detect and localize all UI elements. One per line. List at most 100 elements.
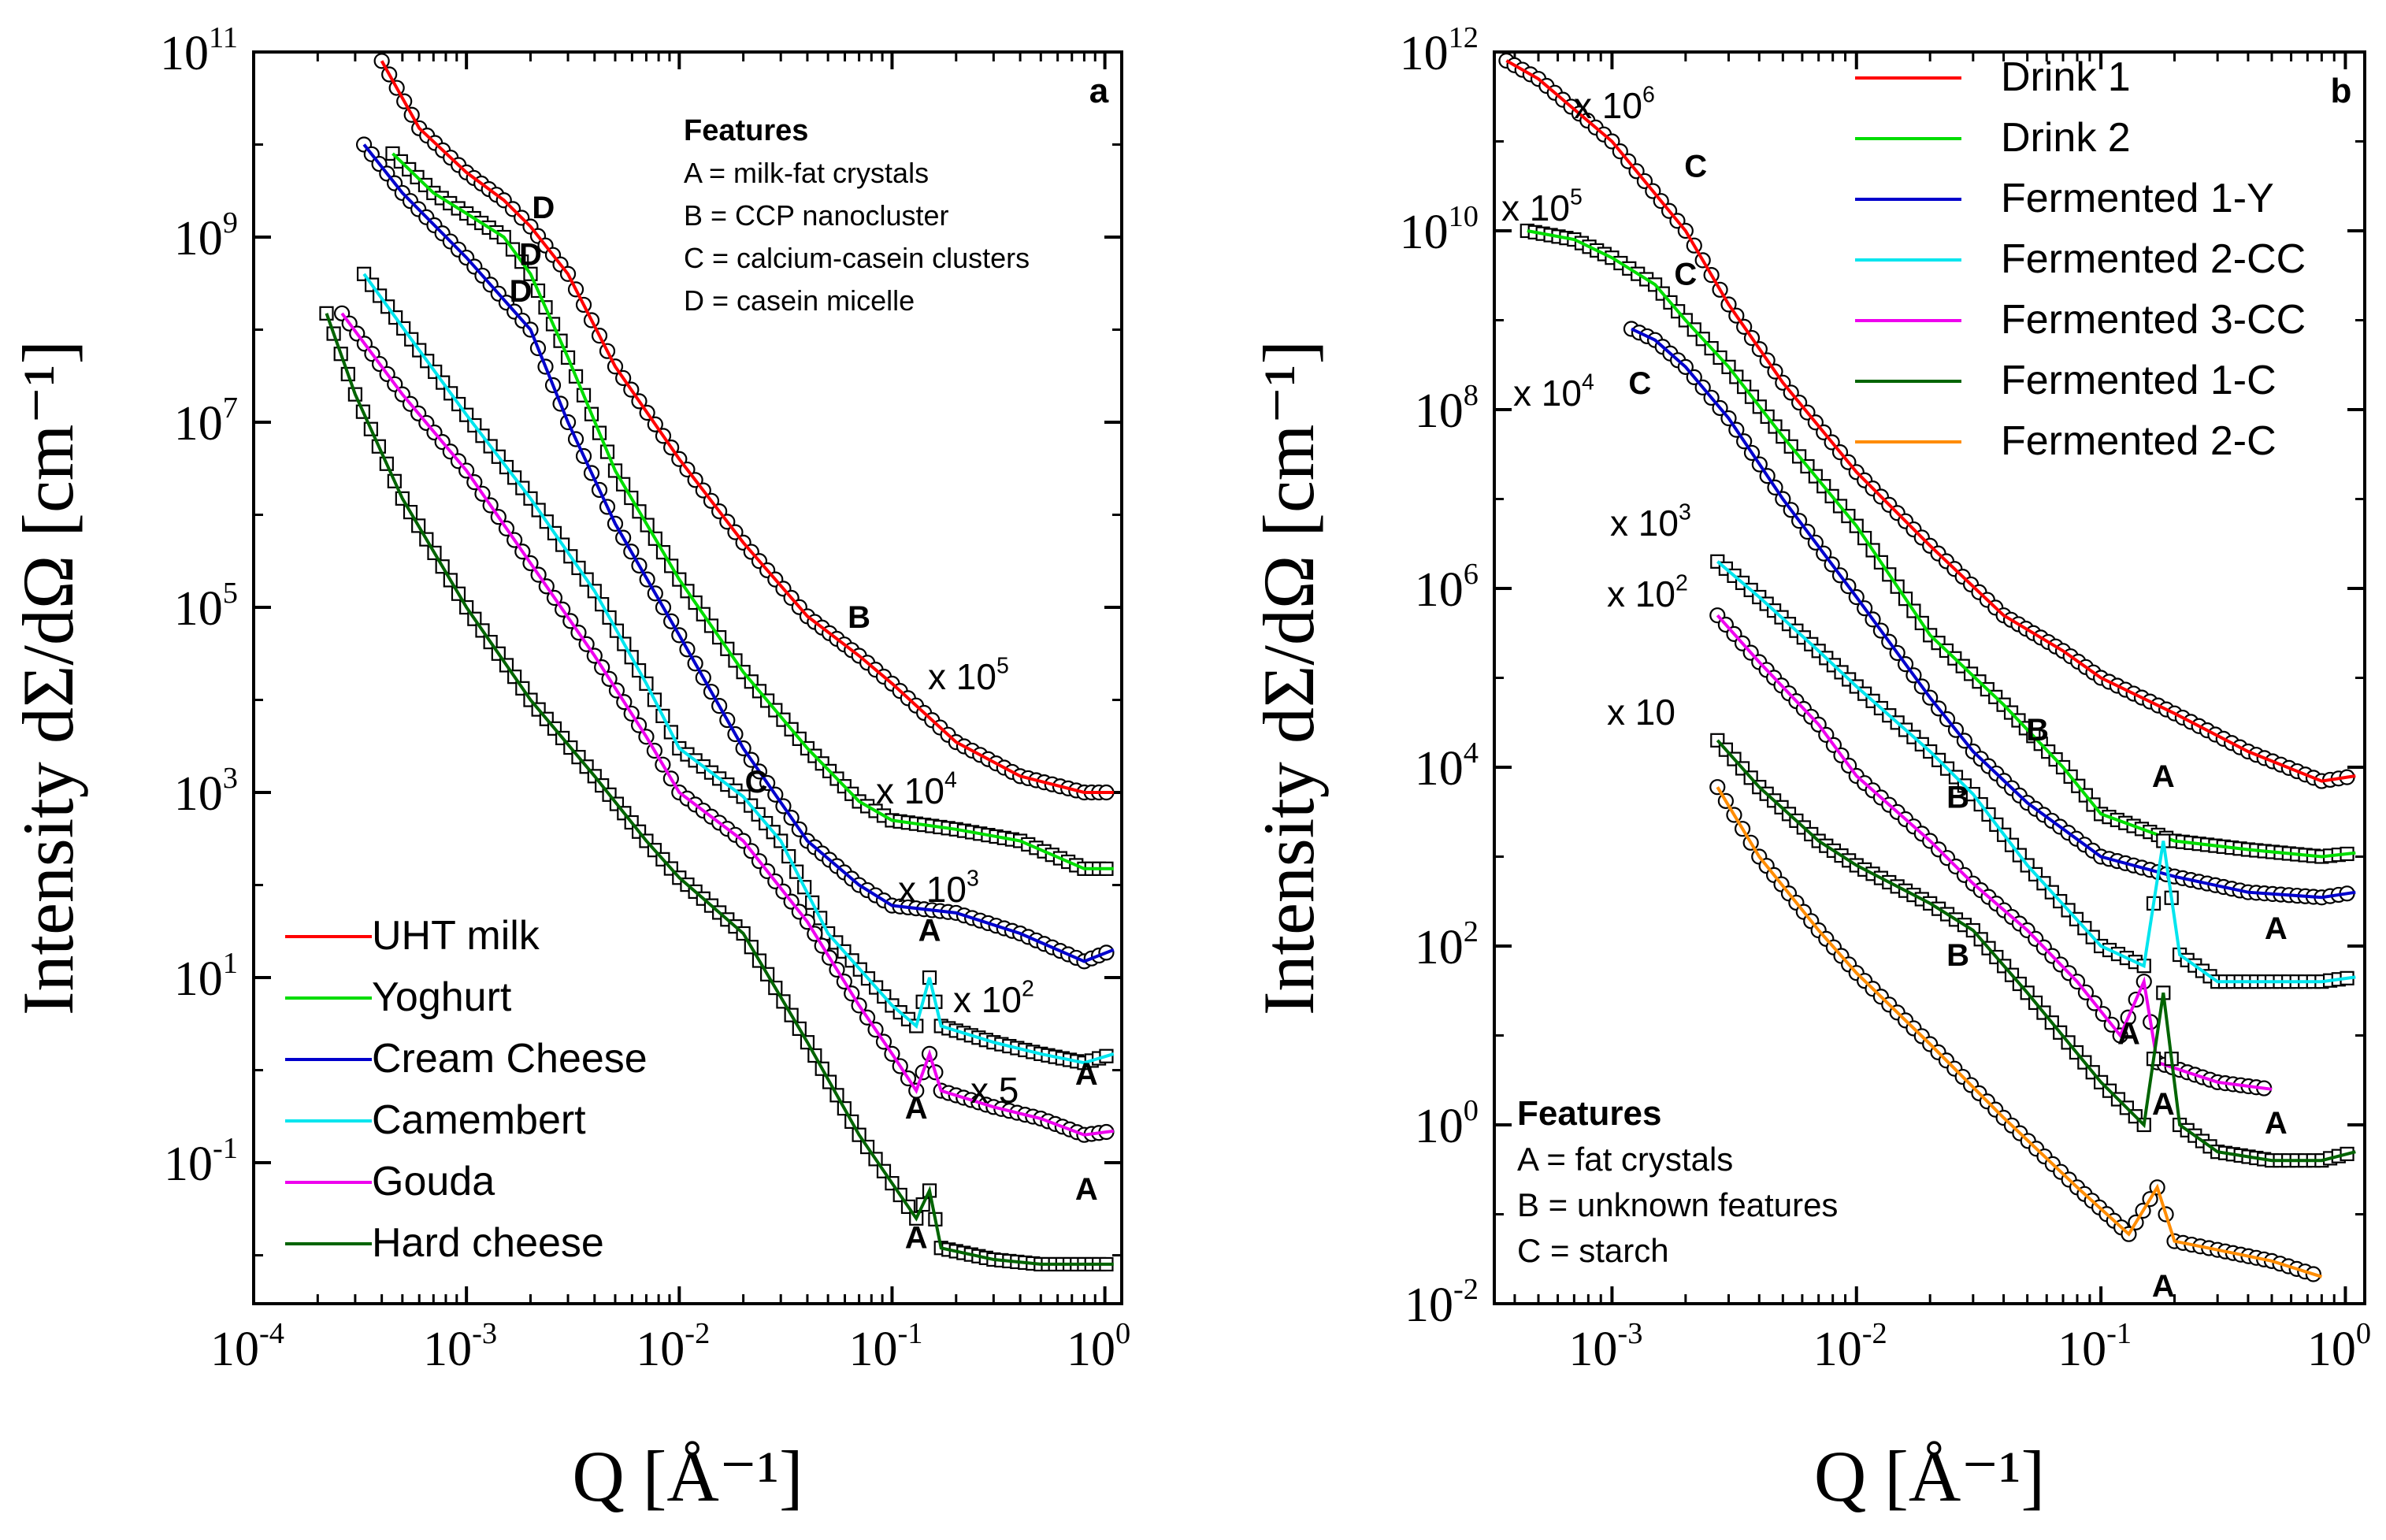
y-tick-label-base: 10 xyxy=(174,582,223,636)
data-point xyxy=(1709,779,1726,796)
y-tick-label-exponent: 8 xyxy=(1464,379,1479,412)
feature-annotation: A xyxy=(2265,911,2288,946)
features-legend: Features A = milk-fat crystals B = CCP nan… xyxy=(684,114,1030,317)
legend: UHT milk Yoghurt Cream Cheese Camembert Goud… xyxy=(285,913,648,1266)
scale-factor-label: x 10 xyxy=(1607,692,1675,733)
y-tick-label-exponent: 4 xyxy=(1464,737,1479,770)
feature-item: B = CCP nanocluster xyxy=(684,199,949,232)
series-drink-1 xyxy=(1498,52,2356,789)
x-axis-title: Q [Å⁻¹] xyxy=(572,1436,803,1516)
legend-label: Yoghurt xyxy=(372,974,512,1020)
series-fermented-1-c xyxy=(1710,733,2356,1168)
y-axis-title: Intensity dΣ/dΩ [cm⁻¹] xyxy=(8,340,88,1015)
scale-factor-label-base: x 10 xyxy=(1501,187,1570,228)
y-tick-label: 108 xyxy=(1415,379,1479,438)
scale-factor-label-exponent: 4 xyxy=(944,767,957,792)
feature-annotation: A xyxy=(1075,1172,1098,1207)
x-axis-title: Q [Å⁻¹] xyxy=(1814,1436,2045,1516)
x-tick-label-base: 10 xyxy=(423,1323,472,1376)
panel-a: 10-4 10-3 10-2 10-1 10010-110110310510710910… xyxy=(8,21,1130,1516)
x-tick-label: 10-2 xyxy=(636,1317,710,1376)
y-tick-label-base: 10 xyxy=(174,212,223,265)
x-tick-label-base: 10 xyxy=(848,1323,897,1376)
scale-factor-label-exponent: 5 xyxy=(996,653,1009,678)
fit-curve xyxy=(325,313,1114,1266)
y-tick-label-base: 10 xyxy=(1400,206,1449,259)
y-tick-label-exponent: -1 xyxy=(213,1132,238,1165)
y-tick-label: 101 xyxy=(174,947,238,1006)
y-tick-label: 1011 xyxy=(160,21,238,80)
feature-annotation: C xyxy=(745,765,768,800)
x-tick-label: 10-2 xyxy=(1813,1317,1887,1376)
x-tick-label: 10-3 xyxy=(423,1317,497,1376)
fit-curve xyxy=(380,60,1114,794)
series-gouda xyxy=(334,305,1115,1143)
feature-annotation: A xyxy=(1075,1057,1098,1092)
series-cream-cheese xyxy=(355,136,1115,970)
axes-frame xyxy=(252,50,1123,1305)
y-tick-label-base: 10 xyxy=(1415,563,1464,617)
series-fermented-2-cc xyxy=(1710,554,2356,989)
scale-factor-label: x 104 xyxy=(876,767,957,811)
feature-annotation: B xyxy=(2026,713,2049,748)
axes-frame xyxy=(1493,50,2366,1305)
feature-annotation: A xyxy=(2152,1269,2175,1304)
y-tick-label-base: 10 xyxy=(1405,1278,1453,1332)
feature-annotation: A xyxy=(918,913,941,948)
legend-label: Fermented 1-C xyxy=(2001,358,2277,403)
feature-annotation: C xyxy=(1628,366,1651,401)
scale-factor-label-base: x 10 xyxy=(928,656,996,697)
legend-label: Camembert xyxy=(372,1097,586,1143)
y-tick-label-base: 10 xyxy=(174,397,223,451)
y-tick-label-base: 10 xyxy=(1400,27,1449,80)
scale-factor-label: x 102 xyxy=(1607,570,1688,614)
fit-curve xyxy=(362,273,1115,1065)
scale-factor-label: x 103 xyxy=(898,866,979,910)
feature-item: D = casein micelle xyxy=(684,284,915,317)
x-tick-label: 10-4 xyxy=(210,1317,284,1376)
feature-annotation: A xyxy=(2265,1106,2288,1141)
series-yoghurt xyxy=(385,146,1114,876)
scale-factor-label-exponent: 6 xyxy=(1642,82,1655,107)
legend: Drink 1 Drink 2 Fermented 1-Y Fermented 2-C… xyxy=(1855,54,2306,464)
x-tick-label-exponent: 0 xyxy=(1115,1317,1130,1350)
feature-annotation: B xyxy=(1946,938,1969,973)
scale-factor-label-base: x 10 xyxy=(898,869,967,910)
scale-factor-label-exponent: 3 xyxy=(967,866,979,891)
series-uht-milk xyxy=(373,53,1115,801)
feature-annotation: D xyxy=(519,237,542,272)
y-tick-label-base: 10 xyxy=(174,767,223,821)
y-tick-label-base: 10 xyxy=(1415,742,1464,796)
feature-annotation: A xyxy=(905,1220,928,1255)
series-hard-cheese xyxy=(319,306,1114,1272)
x-tick-label-base: 10 xyxy=(2307,1323,2356,1376)
series-markers xyxy=(1709,607,2273,1097)
feature-annotation: C xyxy=(1684,150,1707,184)
x-tick-label: 100 xyxy=(2307,1317,2371,1376)
legend-label: Fermented 2-C xyxy=(2001,418,2277,464)
scale-factor-label-exponent: 2 xyxy=(1022,976,1034,1001)
x-tick-label-exponent: -3 xyxy=(472,1317,497,1350)
y-tick-label-exponent: 12 xyxy=(1449,21,1479,54)
y-tick-label: 10-1 xyxy=(164,1132,238,1191)
scale-factor-label-base: x 10 xyxy=(1607,692,1675,733)
scale-factor-label-base: x 10 xyxy=(1607,573,1675,614)
y-tick-label-base: 10 xyxy=(1415,384,1464,438)
y-tick-label-exponent: 11 xyxy=(209,21,238,54)
y-tick-label: 100 xyxy=(1415,1094,1479,1153)
y-tick-label-base: 10 xyxy=(160,27,209,80)
scale-factor-label: x 102 xyxy=(953,976,1034,1020)
y-tick-label-exponent: 10 xyxy=(1449,200,1479,233)
y-tick-label-base: 10 xyxy=(164,1137,213,1191)
scale-factor-label: x 104 xyxy=(1513,369,1594,414)
fit-curve xyxy=(362,143,1115,963)
scale-factor-label-base: x 10 xyxy=(876,770,944,811)
legend-label: Fermented 3-CC xyxy=(2001,297,2306,343)
series-drink-2 xyxy=(1520,223,2356,864)
x-tick-label-base: 10 xyxy=(2058,1323,2106,1376)
feature-annotation: A xyxy=(2152,759,2175,794)
feature-annotation: A xyxy=(905,1091,928,1126)
y-tick-label-exponent: 3 xyxy=(223,762,238,795)
feature-annotation: B xyxy=(1946,781,1969,815)
fit-curve xyxy=(1716,786,2323,1278)
